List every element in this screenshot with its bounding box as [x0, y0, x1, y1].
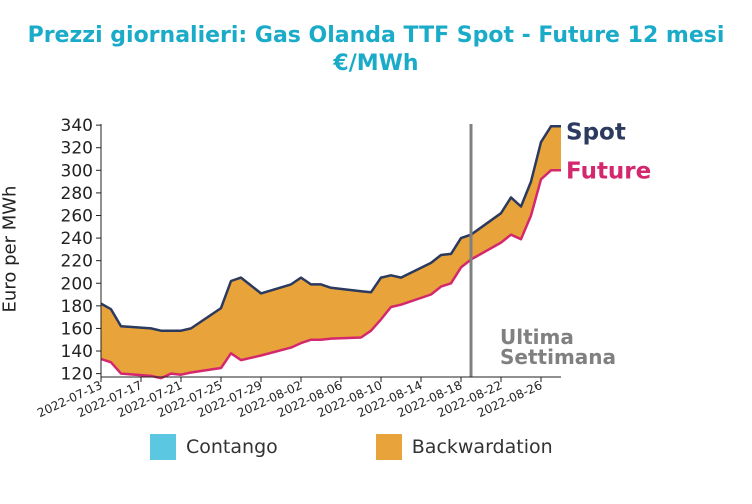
y-tick-label: 120 — [61, 365, 93, 385]
backwardation-area — [101, 126, 561, 379]
series-line-spot — [100, 125, 561, 332]
legend-swatch-contango — [150, 434, 176, 460]
y-tick-label: 160 — [61, 319, 93, 339]
end-label-future: Future — [566, 158, 651, 184]
title-line: Prezzi giornalieri: Gas Olanda TTF Spot … — [27, 23, 725, 48]
legend-item-backwardation: Backwardation — [375, 434, 553, 460]
y-tick-label: 320 — [61, 139, 93, 159]
end-label-spot: Spot — [566, 119, 626, 145]
legend-swatch-backwardation — [375, 434, 402, 460]
legend-item-contango: Contango — [150, 434, 278, 460]
y-tick-label: 280 — [61, 184, 93, 204]
y-tick-label: 240 — [61, 229, 93, 249]
y-tick-label: 340 — [61, 116, 93, 136]
y-tick-label: 180 — [61, 297, 93, 317]
y-tick-label: 300 — [61, 161, 93, 181]
y-tick-label: 220 — [61, 252, 93, 272]
annotation-line2: Settimana — [500, 345, 616, 369]
annotation-line1: Ultima — [500, 325, 574, 349]
legend-label-contango: Contango — [186, 436, 278, 458]
series-line-future — [100, 169, 561, 380]
y-tick-label: 260 — [61, 206, 93, 226]
y-tick-label: 200 — [61, 274, 93, 294]
subtitle-line: €/MWh — [333, 51, 419, 76]
legend: Contango Backwardation — [150, 434, 651, 460]
legend-label-backwardation: Backwardation — [411, 436, 553, 458]
y-tick-label: 140 — [61, 342, 93, 362]
chart-title: Prezzi giornalieri: Gas Olanda TTF Spot … — [0, 22, 752, 78]
